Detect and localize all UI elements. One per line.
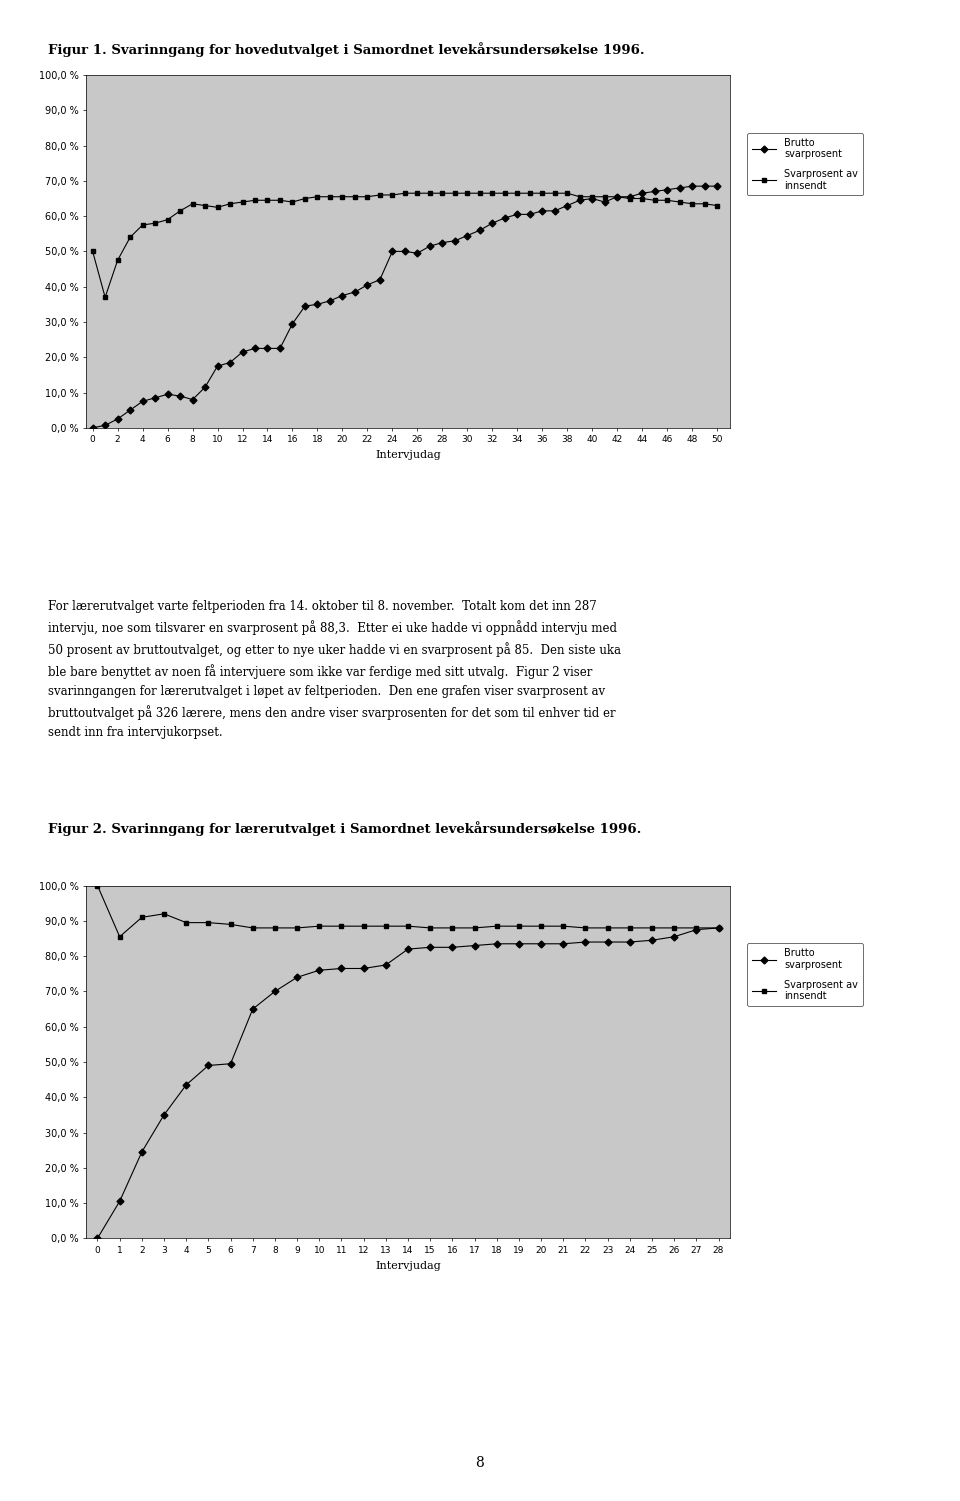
Brutto
svarprosent (537, 201, 548, 219)
Brutto
svarprosent (686, 177, 698, 195)
Svarprosent av
innsendt (580, 919, 591, 937)
Line: Svarprosent av
innsendt: Svarprosent av innsendt (95, 883, 721, 940)
Svarprosent av
innsendt (87, 242, 99, 261)
Brutto
svarprosent (514, 935, 525, 953)
Svarprosent av
innsendt (624, 919, 636, 937)
Line: Brutto
svarprosent: Brutto svarprosent (95, 926, 721, 1241)
Svarprosent av
innsendt (690, 919, 702, 937)
Brutto
svarprosent (247, 1000, 258, 1018)
Brutto
svarprosent (491, 935, 502, 953)
Brutto
svarprosent (158, 1106, 170, 1124)
X-axis label: Intervjudag: Intervjudag (375, 450, 441, 459)
Svarprosent av
innsendt (424, 919, 436, 937)
Svarprosent av
innsendt (287, 194, 299, 212)
Brutto
svarprosent (699, 177, 710, 195)
Brutto
svarprosent (402, 940, 414, 958)
Line: Brutto
svarprosent: Brutto svarprosent (90, 183, 720, 431)
Svarprosent av
innsendt (491, 917, 502, 935)
Svarprosent av
innsendt (536, 917, 547, 935)
Brutto
svarprosent (668, 928, 680, 946)
Brutto
svarprosent (314, 961, 325, 979)
Line: Svarprosent av
innsendt: Svarprosent av innsendt (90, 191, 720, 300)
Brutto
svarprosent (225, 1055, 236, 1073)
Brutto
svarprosent (580, 934, 591, 952)
Brutto
svarprosent (225, 354, 236, 372)
Svarprosent av
innsendt (136, 908, 148, 926)
Brutto
svarprosent (712, 919, 724, 937)
Svarprosent av
innsendt (92, 877, 104, 895)
Svarprosent av
innsendt (514, 917, 525, 935)
Brutto
svarprosent (291, 968, 302, 986)
Svarprosent av
innsendt (247, 919, 258, 937)
Svarprosent av
innsendt (380, 917, 392, 935)
Svarprosent av
innsendt (524, 185, 536, 203)
Text: For lærerutvalget varte feltperioden fra 14. oktober til 8. november.  Totalt ko: For lærerutvalget varte feltperioden fra… (48, 600, 621, 740)
Svarprosent av
innsendt (180, 914, 192, 932)
Svarprosent av
innsendt (336, 917, 348, 935)
Brutto
svarprosent (136, 1142, 148, 1160)
Brutto
svarprosent (536, 935, 547, 953)
Svarprosent av
innsendt (358, 917, 370, 935)
Brutto
svarprosent (87, 419, 99, 437)
Brutto
svarprosent (499, 209, 511, 227)
Text: Figur 1. Svarinngang for hovedutvalget i Samordnet levekårsundersøkelse 1996.: Figur 1. Svarinngang for hovedutvalget i… (48, 42, 644, 57)
Svarprosent av
innsendt (668, 919, 680, 937)
Svarprosent av
innsendt (314, 917, 325, 935)
Svarprosent av
innsendt (291, 919, 302, 937)
Text: 8: 8 (475, 1456, 485, 1471)
Svarprosent av
innsendt (300, 189, 311, 207)
Svarprosent av
innsendt (399, 185, 411, 203)
Svarprosent av
innsendt (203, 914, 214, 932)
Brutto
svarprosent (203, 1057, 214, 1075)
Svarprosent av
innsendt (699, 195, 710, 213)
Brutto
svarprosent (180, 1076, 192, 1094)
Brutto
svarprosent (275, 339, 286, 357)
Svarprosent av
innsendt (446, 919, 458, 937)
Brutto
svarprosent (92, 1229, 104, 1247)
Svarprosent av
innsendt (237, 194, 249, 212)
Svarprosent av
innsendt (402, 917, 414, 935)
Text: Figur 2. Svarinngang for lærerutvalget i Samordnet levekårsundersøkelse 1996.: Figur 2. Svarinngang for lærerutvalget i… (48, 821, 641, 836)
Svarprosent av
innsendt (562, 185, 573, 203)
Legend: Brutto
svarprosent, Svarprosent av
innsendt: Brutto svarprosent, Svarprosent av innse… (747, 943, 863, 1006)
Svarprosent av
innsendt (269, 919, 280, 937)
Svarprosent av
innsendt (225, 916, 236, 934)
Brutto
svarprosent (602, 934, 613, 952)
X-axis label: Intervjudag: Intervjudag (375, 1261, 441, 1270)
Brutto
svarprosent (287, 315, 299, 333)
Legend: Brutto
svarprosent, Svarprosent av
innsendt: Brutto svarprosent, Svarprosent av innse… (747, 132, 863, 195)
Svarprosent av
innsendt (158, 905, 170, 923)
Brutto
svarprosent (380, 956, 392, 974)
Svarprosent av
innsendt (646, 919, 658, 937)
Svarprosent av
innsendt (114, 928, 126, 946)
Svarprosent av
innsendt (602, 919, 613, 937)
Svarprosent av
innsendt (711, 197, 723, 215)
Brutto
svarprosent (446, 938, 458, 956)
Brutto
svarprosent (624, 934, 636, 952)
Svarprosent av
innsendt (558, 917, 569, 935)
Brutto
svarprosent (646, 931, 658, 949)
Svarprosent av
innsendt (712, 919, 724, 937)
Svarprosent av
innsendt (468, 919, 480, 937)
Brutto
svarprosent (690, 920, 702, 938)
Brutto
svarprosent (468, 937, 480, 955)
Brutto
svarprosent (336, 959, 348, 977)
Brutto
svarprosent (358, 959, 370, 977)
Svarprosent av
innsendt (100, 288, 111, 306)
Brutto
svarprosent (269, 982, 280, 1000)
Brutto
svarprosent (114, 1192, 126, 1210)
Brutto
svarprosent (424, 938, 436, 956)
Brutto
svarprosent (558, 935, 569, 953)
Brutto
svarprosent (711, 177, 723, 195)
